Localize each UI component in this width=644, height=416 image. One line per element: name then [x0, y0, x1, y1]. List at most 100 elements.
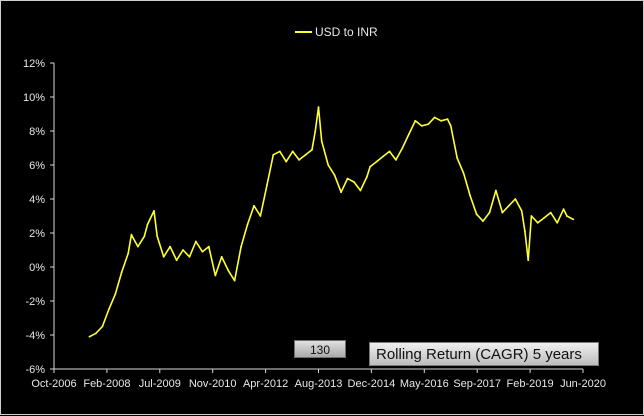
y-tick-label: -6%: [25, 364, 45, 376]
data-point: [314, 130, 317, 132]
y-tick-label: -4%: [25, 330, 45, 342]
data-point: [562, 208, 565, 211]
data-point: [446, 118, 449, 120]
x-axis-ticks: Oct-2006 Feb-2008 Jul-2009 Nov-2010 Apr-2012…: [31, 369, 606, 390]
x-tick-label: Feb-2019: [507, 378, 554, 390]
data-point: [536, 221, 539, 224]
series-line-usd-inr: [89, 106, 574, 338]
data-point: [272, 153, 275, 156]
data-point: [556, 221, 559, 224]
data-point: [543, 216, 546, 219]
data-point: [414, 119, 417, 122]
y-tick-label: 2%: [29, 228, 45, 240]
counter-badge: 130: [294, 340, 346, 358]
data-point: [395, 159, 397, 161]
y-tick-label: 12%: [23, 58, 45, 70]
data-point: [246, 223, 249, 226]
y-tick-label: 6%: [29, 160, 45, 172]
series-layer: [88, 106, 575, 338]
data-point: [233, 279, 236, 282]
data-point: [240, 245, 243, 248]
data-point: [482, 220, 484, 223]
legend-label: USD to INR: [315, 25, 378, 39]
data-point: [298, 159, 300, 161]
data-point: [320, 140, 323, 143]
data-point: [420, 125, 423, 127]
data-point: [369, 165, 371, 168]
data-point: [346, 177, 349, 180]
data-point: [327, 164, 330, 166]
data-point: [220, 255, 223, 258]
data-point: [259, 215, 262, 217]
data-point: [333, 174, 336, 177]
y-tick-label: 0%: [29, 262, 45, 274]
data-point: [353, 181, 355, 183]
x-tick-label: Sep-2017: [453, 378, 501, 390]
data-point: [407, 133, 410, 136]
data-point: [207, 245, 210, 248]
data-point: [449, 125, 452, 127]
data-point: [520, 210, 523, 212]
data-point: [120, 271, 123, 273]
data-point: [440, 119, 442, 122]
rolling-return-caption: Rolling Return (CAGR) 5 years: [369, 342, 599, 366]
data-point: [427, 123, 430, 126]
data-point: [253, 204, 255, 207]
y-tick-label: 10%: [23, 92, 45, 104]
data-point: [311, 148, 313, 151]
data-point: [475, 213, 478, 216]
data-point: [291, 150, 294, 153]
data-point: [527, 259, 530, 262]
data-point: [285, 160, 288, 163]
x-tick-label: May-2016: [400, 378, 449, 390]
data-point: [153, 210, 155, 212]
data-point: [456, 157, 459, 160]
data-point: [195, 240, 197, 243]
data-point: [146, 223, 149, 226]
data-point: [114, 293, 117, 296]
data-point: [304, 153, 307, 156]
y-tick-label: -2%: [25, 296, 45, 308]
data-point: [169, 245, 172, 248]
data-point: [317, 106, 320, 109]
data-point: [88, 335, 91, 338]
data-point: [188, 255, 191, 258]
data-point: [278, 150, 281, 153]
data-point: [488, 211, 491, 214]
x-tick-label: Nov-2010: [189, 378, 237, 390]
data-point: [401, 147, 404, 149]
x-tick-label: Aug-2013: [295, 378, 343, 390]
data-point: [462, 172, 465, 175]
legend: USD to INR: [295, 25, 378, 39]
y-tick-label: 8%: [29, 126, 45, 138]
data-point: [501, 211, 504, 214]
data-point: [214, 274, 217, 277]
data-point: [201, 250, 204, 253]
x-tick-label: Jun-2020: [560, 378, 606, 390]
x-tick-label: Jul-2009: [139, 378, 181, 390]
x-tick-label: Feb-2008: [83, 378, 130, 390]
data-point: [514, 198, 517, 200]
data-point: [137, 245, 139, 248]
data-point: [175, 259, 178, 262]
data-point: [366, 176, 368, 178]
data-point: [375, 160, 378, 163]
data-point: [156, 235, 159, 238]
data-point: [566, 215, 568, 217]
data-point: [101, 325, 104, 328]
data-point: [530, 215, 533, 217]
data-point: [433, 116, 436, 119]
x-tick-label: Apr-2012: [243, 378, 288, 390]
data-point: [227, 269, 230, 272]
y-axis-ticks: -6% -4% -2% 0% 2% 4% 6% 8% 10% 12%: [23, 58, 54, 376]
data-point: [340, 191, 342, 194]
data-point: [130, 233, 133, 236]
data-point: [524, 230, 526, 233]
data-point: [107, 308, 110, 311]
data-point: [95, 332, 97, 335]
data-point: [388, 150, 391, 153]
data-point: [266, 184, 268, 187]
data-point: [182, 249, 184, 251]
